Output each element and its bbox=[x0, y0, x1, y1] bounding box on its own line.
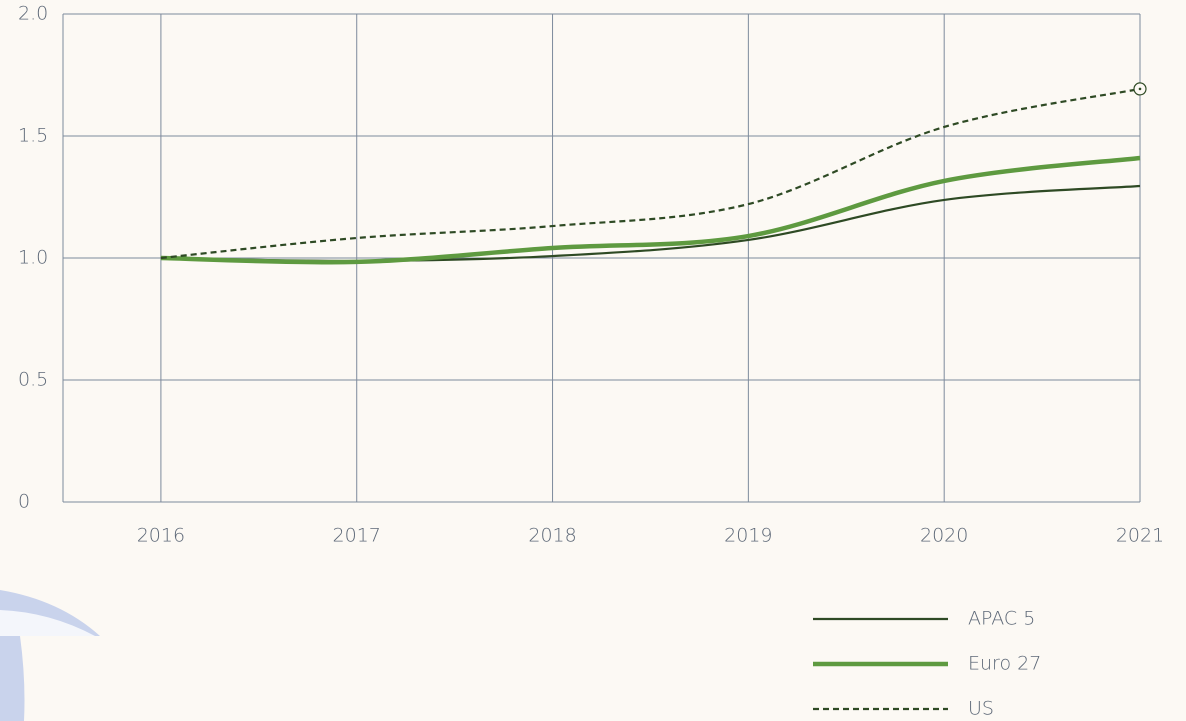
x-tick-label: 2021 bbox=[1116, 525, 1164, 547]
x-tick-label: 2020 bbox=[920, 525, 968, 547]
decor-shape bbox=[0, 610, 95, 636]
x-tick-label: 2018 bbox=[528, 525, 576, 547]
y-tick-label: 0 bbox=[18, 491, 30, 513]
x-tick-label: 2017 bbox=[333, 525, 381, 547]
series-line bbox=[160, 87, 1141, 260]
y-tick-label: 1.5 bbox=[18, 125, 48, 147]
series-line bbox=[160, 155, 1141, 265]
y-tick-label: 1.0 bbox=[18, 247, 48, 269]
x-tick-label: 2016 bbox=[137, 525, 185, 547]
x-tick-label: 2019 bbox=[724, 525, 772, 547]
legend-label: APAC 5 bbox=[968, 608, 1035, 630]
y-tick-label: 0.5 bbox=[18, 369, 48, 391]
y-tick-label: 2.0 bbox=[18, 3, 48, 25]
legend-label: Euro 27 bbox=[968, 653, 1041, 675]
legend-label: US bbox=[968, 698, 994, 720]
end-marker-dot bbox=[1138, 87, 1142, 91]
